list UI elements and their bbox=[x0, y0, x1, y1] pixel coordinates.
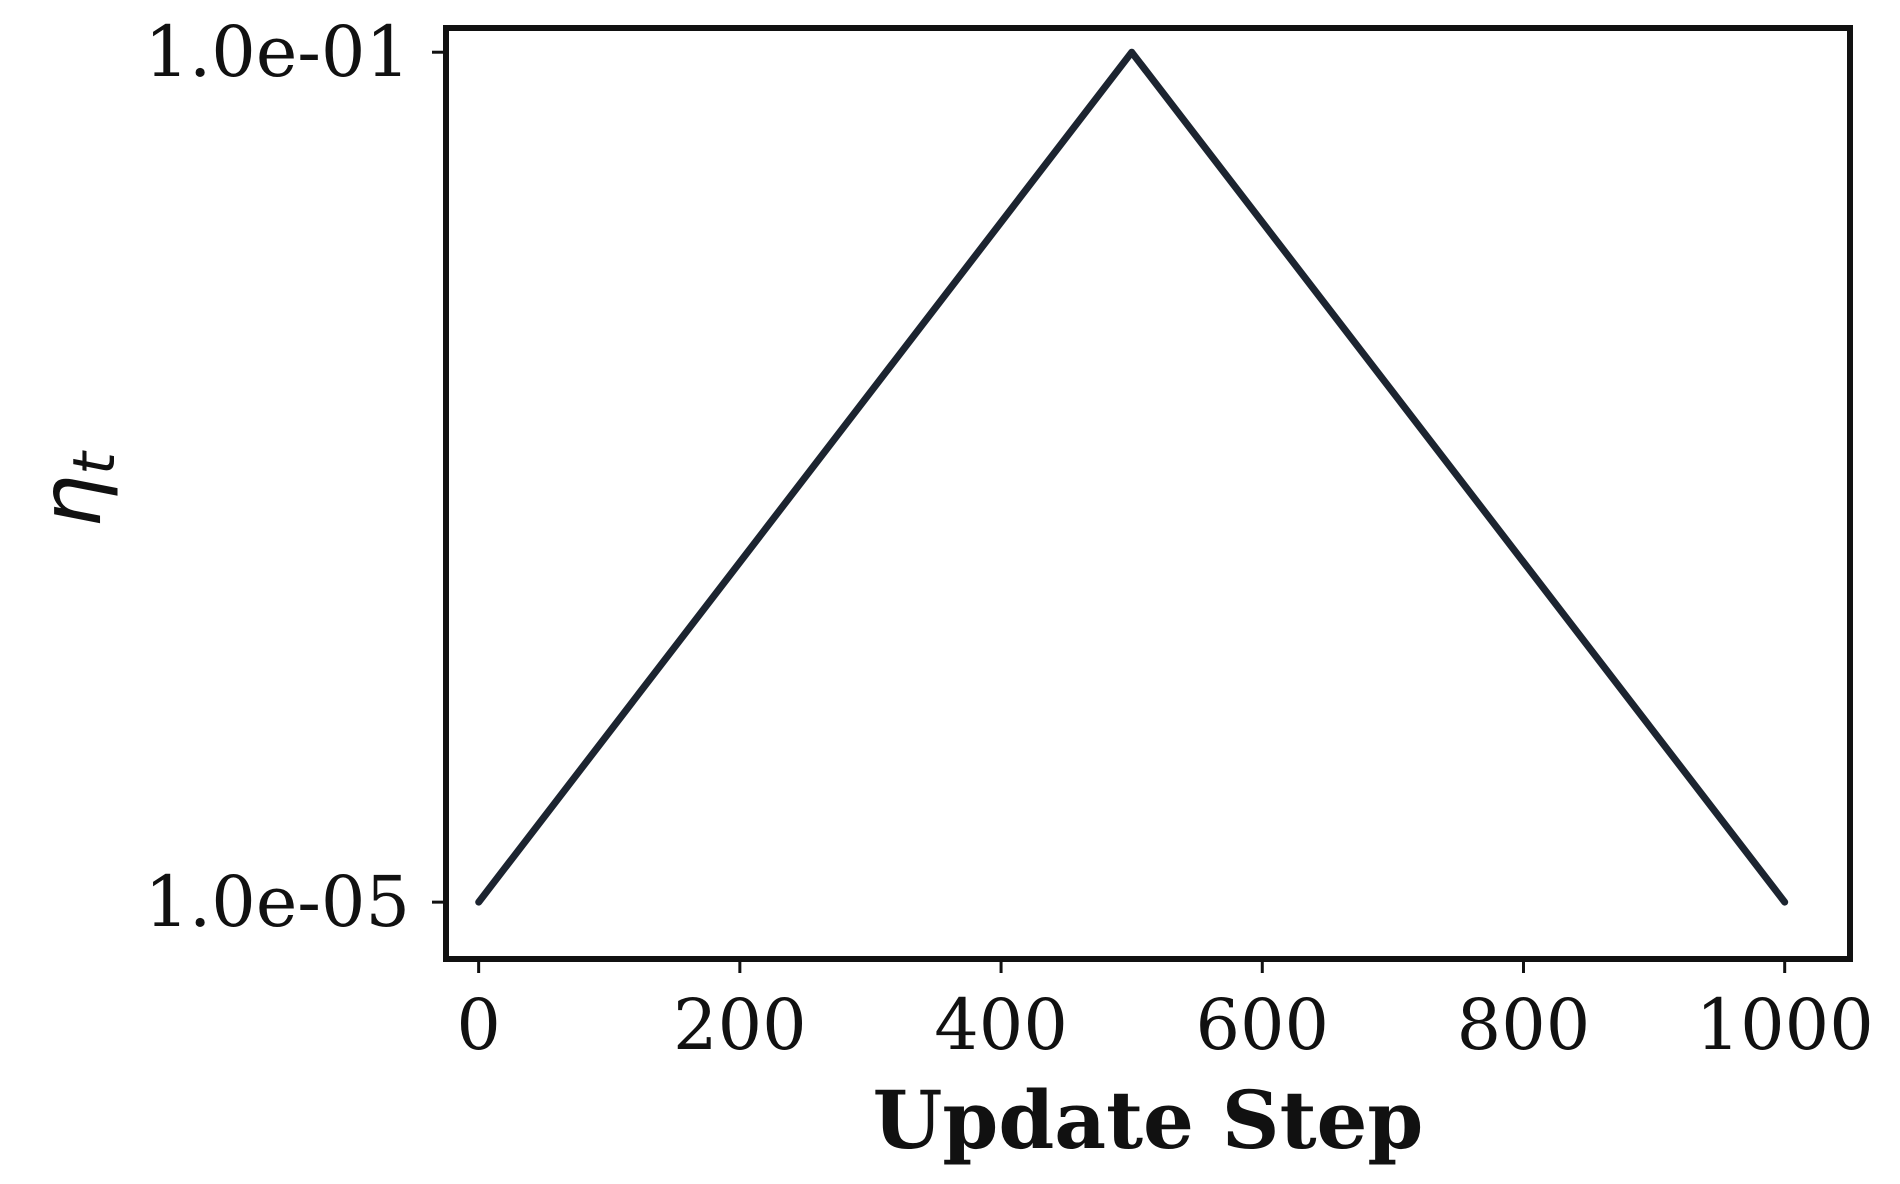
series-line bbox=[475, 48, 1789, 906]
x-tick-label: 800 bbox=[1457, 984, 1591, 1066]
series-layer bbox=[475, 48, 1789, 906]
y-axis-label: ηt bbox=[22, 450, 128, 528]
y-tick-label: 1.0e-05 bbox=[145, 861, 410, 943]
x-tick-label: 200 bbox=[673, 984, 807, 1066]
y-axis-label-subscript: t bbox=[60, 450, 128, 475]
x-tick-label: 600 bbox=[1195, 984, 1329, 1066]
svg-text:ηt: ηt bbox=[22, 450, 128, 528]
x-tick-label: 1000 bbox=[1696, 984, 1874, 1066]
x-tick-label: 0 bbox=[456, 984, 501, 1066]
x-axis-label: Update Step bbox=[873, 1073, 1424, 1167]
y-axis-label-symbol: η bbox=[22, 475, 120, 528]
x-axis-ticks: 0 200 400 600 800 1000 bbox=[456, 959, 1874, 1066]
y-axis-ticks: 1.0e-01 1.0e-05 bbox=[145, 11, 446, 943]
plot-frame bbox=[443, 25, 1853, 962]
x-tick-label: 400 bbox=[934, 984, 1068, 1066]
y-tick-label: 1.0e-01 bbox=[145, 11, 410, 93]
